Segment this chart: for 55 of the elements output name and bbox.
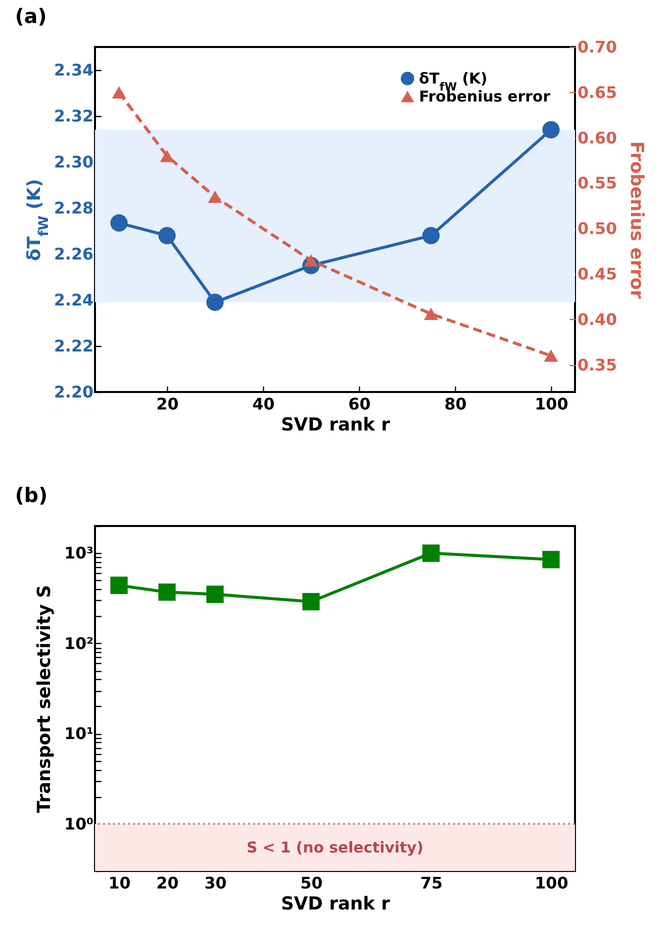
- band-label: S < 1 (no selectivity): [246, 838, 424, 856]
- point: [160, 150, 174, 162]
- y2-tick-label: 0.40: [578, 310, 617, 329]
- x-tick-label: 40: [252, 394, 275, 414]
- y-tick-label: 2.24: [54, 290, 94, 310]
- point: [422, 226, 440, 244]
- y2-tick-label: 0.50: [578, 219, 617, 238]
- point: [302, 593, 320, 610]
- y-tick-label: 10²: [64, 634, 94, 653]
- point: [158, 226, 176, 244]
- y-tick-label: 2.30: [54, 152, 94, 172]
- point: [158, 583, 176, 601]
- point: [208, 190, 222, 203]
- y2-tick-label: 0.70: [578, 38, 617, 56]
- x-tick-label: 60: [348, 394, 371, 414]
- point: [110, 214, 128, 232]
- y2-tick-label: 0.55: [578, 174, 617, 193]
- point: [206, 586, 224, 603]
- chart-title: (b): [15, 483, 48, 507]
- point: [542, 121, 560, 138]
- point: [206, 294, 224, 311]
- y2-tick-label: 0.35: [578, 355, 617, 374]
- point: [110, 576, 128, 594]
- point: [424, 308, 438, 320]
- x-tick-label: 100: [534, 874, 568, 892]
- y2-tick-label: 0.60: [578, 128, 617, 148]
- x-tick-label: 30: [204, 874, 227, 892]
- x-tick-label: 75: [420, 874, 443, 892]
- x-tick-label: 80: [444, 394, 467, 414]
- y-tick-label: 10⁰: [64, 814, 94, 834]
- x-tick-label: 100: [534, 394, 568, 414]
- y-tick-label: 2.26: [54, 244, 94, 264]
- y-tick-label: 2.28: [54, 198, 94, 218]
- y-tick-label: 2.20: [54, 382, 94, 402]
- y2-axis-title: Frobenius error: [626, 141, 647, 299]
- y-tick-label: 2.34: [54, 60, 94, 80]
- chart-title: (a): [15, 4, 47, 28]
- point: [304, 254, 318, 266]
- x-axis-title: SVD rank r: [280, 894, 390, 914]
- point: [544, 350, 558, 362]
- point: [542, 550, 560, 568]
- x-tick-label: 20: [156, 394, 179, 414]
- x-tick-label: 50: [300, 874, 323, 892]
- x-axis-title: SVD rank r: [280, 414, 390, 436]
- y2-tick-label: 0.65: [578, 82, 617, 102]
- y-tick-label: 2.32: [54, 106, 94, 126]
- y2-tick-label: 0.45: [578, 264, 617, 284]
- point: [112, 86, 126, 99]
- y-axis-title: Transport selectivity S: [34, 584, 56, 814]
- y-tick-label: 2.22: [54, 336, 94, 356]
- x-tick-label: 10: [108, 874, 131, 892]
- x-tick-label: 20: [156, 874, 179, 892]
- point: [422, 544, 440, 562]
- y-tick-label: 10¹: [64, 724, 94, 744]
- y-tick-label: 10³: [64, 544, 94, 563]
